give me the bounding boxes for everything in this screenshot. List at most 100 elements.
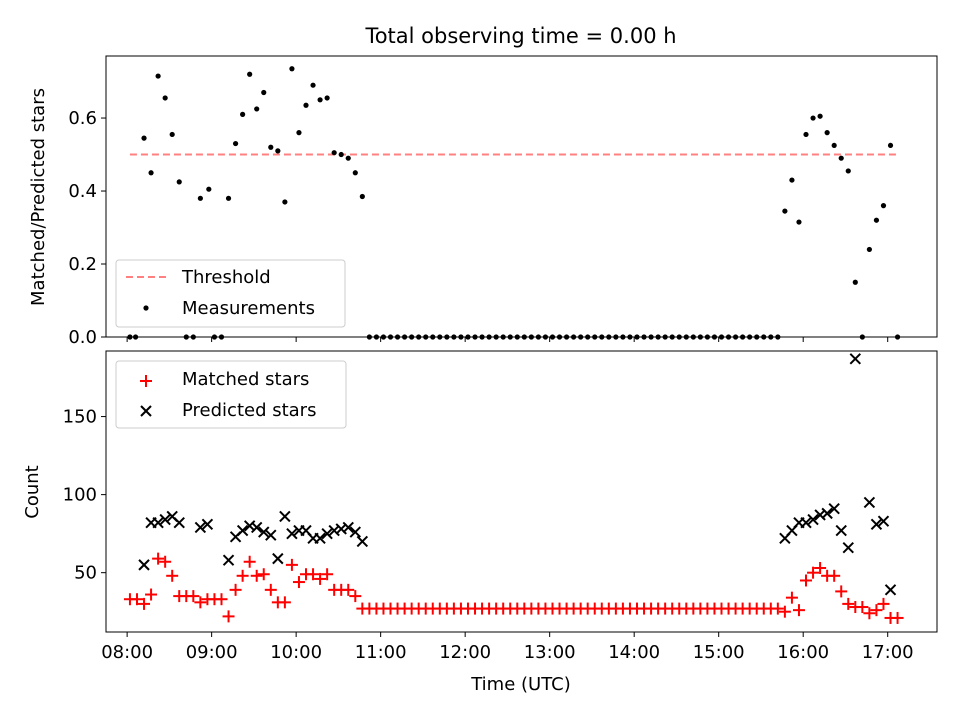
matched-star-point — [321, 568, 334, 581]
measurement-point — [359, 193, 365, 200]
predicted-star-point — [828, 502, 840, 515]
predicted-star-point — [349, 526, 362, 538]
measurement-point — [197, 195, 203, 201]
top-y-tick-label: 0.4 — [68, 181, 97, 202]
predicted-star-point — [835, 524, 847, 537]
matched-star-point — [342, 583, 355, 596]
matched-star-point — [187, 590, 200, 603]
matched-star-point — [250, 569, 263, 582]
measurement-point — [148, 170, 154, 176]
measurement-point — [831, 142, 837, 149]
top-legend: Threshold Measurements — [115, 259, 346, 328]
predicted-star-point — [807, 513, 819, 526]
measurement-point — [176, 179, 182, 185]
measurement-point — [824, 130, 830, 136]
predicted-star-point — [863, 496, 876, 509]
matched-star-point — [870, 604, 883, 617]
predicted-star-point — [884, 584, 897, 596]
legend-predicted-label: Predicted stars — [182, 400, 316, 421]
measurement-point — [240, 111, 246, 117]
matched-star-point — [771, 602, 784, 615]
top-legend-box — [115, 259, 346, 328]
measurement-point — [845, 168, 851, 174]
matched-star-point — [842, 597, 855, 610]
predicted-star-point — [842, 541, 854, 554]
x-tick-label: 09:00 — [186, 642, 238, 663]
measurement-point — [162, 95, 168, 101]
measurement-point — [282, 199, 288, 205]
matched-star-point — [891, 611, 904, 624]
matched-star-point — [138, 597, 151, 610]
matched-star-point — [349, 590, 362, 603]
measurement-point — [352, 170, 358, 176]
matched-star-point — [307, 568, 320, 581]
measurement-point — [324, 95, 330, 101]
matched-star-point — [292, 576, 305, 589]
matched-star-point — [130, 593, 143, 606]
predicted-star-point — [314, 532, 326, 545]
matched-star-point — [285, 558, 298, 571]
matched-star-point — [152, 552, 165, 565]
matched-star-point — [222, 610, 235, 623]
predicted-star-point — [222, 554, 235, 566]
measurement-point — [796, 219, 802, 225]
measurement-point — [838, 155, 844, 161]
predicted-star-point — [821, 507, 833, 520]
matched-star-point — [194, 596, 207, 609]
x-tick-label: 17:00 — [862, 642, 914, 663]
top-y-ticks: 0.0 0.2 0.4 0.6 — [68, 108, 106, 348]
measurement-point — [866, 246, 872, 253]
bottom-y-tick-label: 150 — [63, 407, 97, 428]
measurement-point — [247, 71, 253, 77]
measurement-point — [873, 217, 880, 223]
predicted-star-point — [258, 526, 270, 538]
measurement-point — [887, 142, 894, 149]
matched-star-point — [877, 597, 890, 610]
legend-predicted-swatch — [140, 405, 152, 417]
x-axis-label: Time (UTC) — [470, 674, 571, 695]
bottom-y-tick-label: 50 — [74, 563, 97, 584]
measurement-point — [141, 135, 147, 141]
predicted-star-point — [342, 521, 354, 534]
matched-star-point — [856, 601, 869, 614]
top-y-tick-label: 0.2 — [68, 254, 97, 275]
predicted-star-point — [138, 559, 150, 571]
predicted-star-point — [159, 513, 171, 526]
bottom-y-ticks: 50 100 150 — [63, 407, 106, 584]
measurement-point — [254, 106, 260, 112]
measurement-point — [289, 66, 295, 72]
matched-star-point — [264, 583, 277, 596]
x-tick-label: 11:00 — [355, 642, 407, 663]
matched-star-point — [800, 574, 813, 587]
predicted-star-point — [870, 518, 883, 530]
legend-measurements-label: Measurements — [182, 298, 315, 319]
predicted-star-point — [800, 517, 812, 529]
matched-star-point — [863, 607, 876, 620]
bottom-axes-frame — [105, 350, 938, 633]
bottom-y-tick-label: 100 — [63, 485, 97, 506]
x-tick-label: 14:00 — [608, 642, 660, 663]
matched-star-point — [215, 593, 228, 606]
measurement-point — [338, 151, 344, 158]
top-y-axis-label: Matched/Predicted stars — [28, 88, 49, 306]
matched-star-point — [229, 583, 242, 596]
x-tick-label: 12:00 — [439, 642, 491, 663]
matched-star-point — [145, 588, 158, 601]
legend-measurements-swatch — [143, 305, 149, 311]
measurement-point — [225, 195, 232, 201]
predicted-star-point — [194, 521, 207, 534]
matched-star-point — [835, 585, 848, 598]
matched-star-point — [278, 596, 291, 609]
matched-star-point — [828, 569, 841, 582]
top-y-tick-label: 0.6 — [68, 108, 97, 129]
measurement-point — [345, 155, 351, 161]
measurement-point — [303, 102, 309, 108]
measurement-point — [317, 97, 323, 103]
predicted-star-point — [877, 515, 890, 527]
x-tick-label: 16:00 — [777, 642, 829, 663]
measurement-point — [261, 89, 267, 96]
bottom-x-ticks: 08:00 09:00 10:00 11:00 12:00 13:00 14:00 15:00… — [101, 632, 914, 663]
x-tick-label: 15:00 — [693, 642, 745, 663]
matched-star-point — [236, 569, 249, 582]
bottom-panel: 50 100 150 08:00 09:00 10:00 11:00 12:00 13:00 1… — [22, 350, 938, 695]
